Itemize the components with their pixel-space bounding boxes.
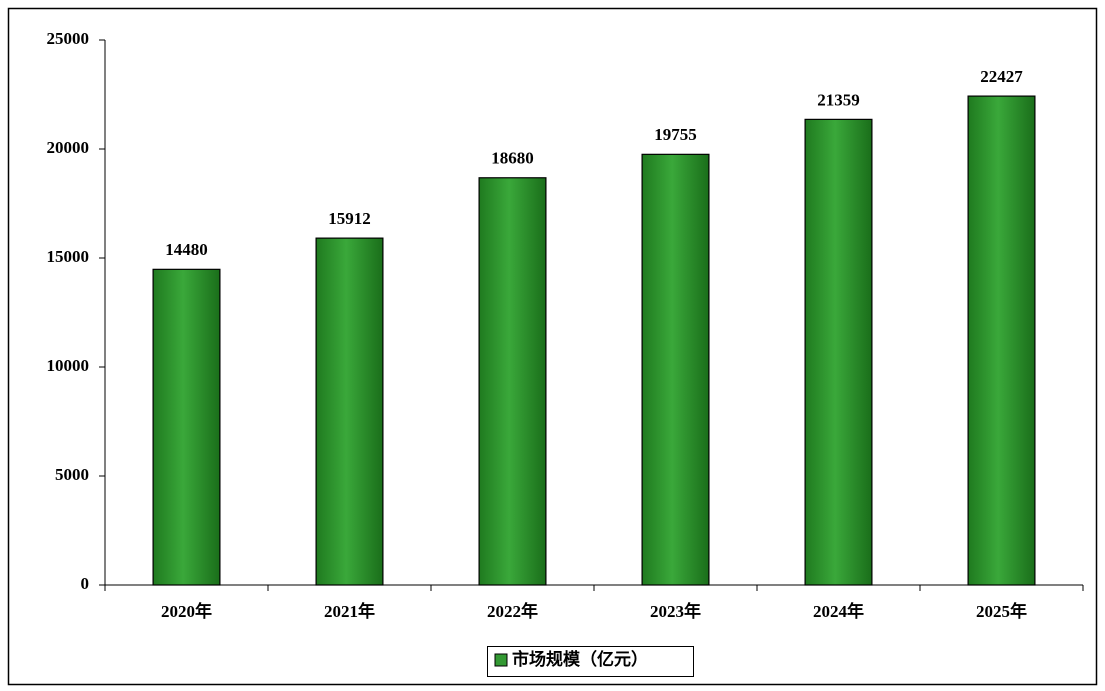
legend-swatch <box>494 653 508 667</box>
x-tick-label: 2021年 <box>324 601 375 621</box>
y-tick-label: 0 <box>81 574 90 593</box>
data-label: 22427 <box>980 67 1023 86</box>
bar <box>804 118 873 586</box>
y-tick-label: 5000 <box>55 465 89 484</box>
bar <box>152 268 221 586</box>
y-tick-label: 15000 <box>47 247 90 266</box>
legend <box>487 646 694 677</box>
x-tick-label: 2025年 <box>976 601 1027 621</box>
data-label: 15912 <box>328 209 371 228</box>
bar <box>967 95 1036 586</box>
data-label: 14480 <box>165 240 208 259</box>
y-tick-label: 20000 <box>47 138 90 157</box>
x-tick-label: 2022年 <box>487 601 538 621</box>
data-label: 21359 <box>817 90 860 109</box>
legend-box <box>487 646 694 677</box>
legend-label: 市场规模（亿元） <box>512 649 648 669</box>
x-tick-label: 2023年 <box>650 601 701 621</box>
y-tick-label: 10000 <box>47 356 90 375</box>
data-label: 18680 <box>491 149 534 168</box>
x-tick-label: 2024年 <box>813 601 864 621</box>
data-label: 19755 <box>654 125 697 144</box>
bar <box>478 177 547 586</box>
y-tick-label: 25000 <box>47 29 90 48</box>
bar <box>315 237 384 586</box>
bar <box>641 153 710 586</box>
x-tick-label: 2020年 <box>161 601 212 621</box>
